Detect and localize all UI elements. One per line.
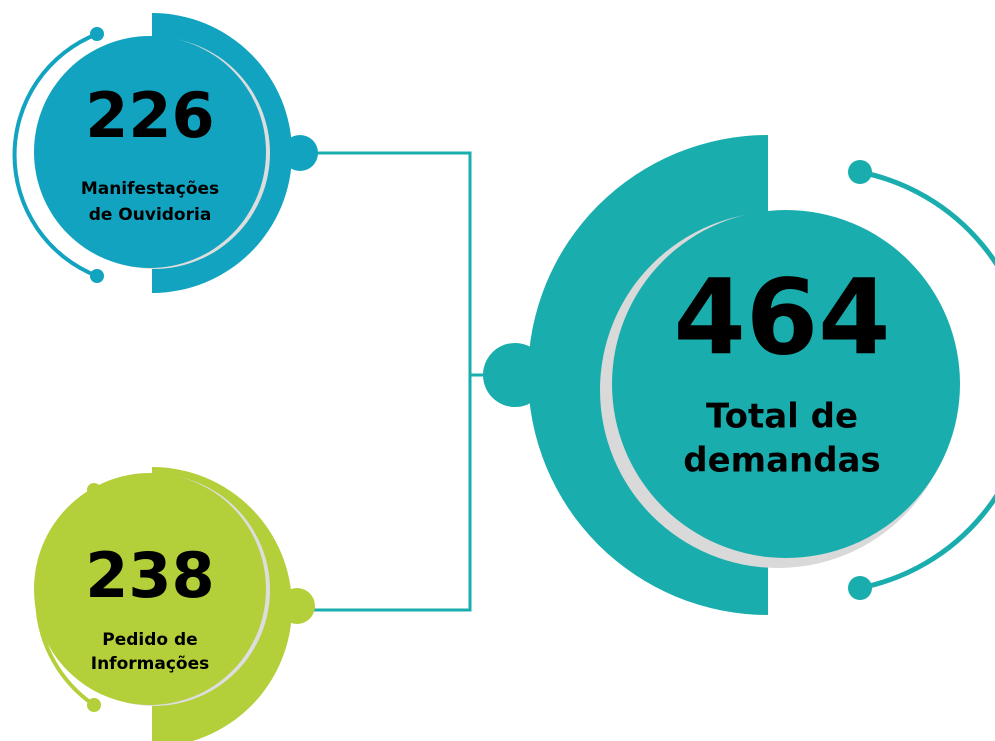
- node-label: Manifestações: [81, 179, 219, 199]
- dot: [90, 27, 104, 41]
- node-label: demandas: [683, 441, 881, 481]
- arc: [859, 169, 995, 591]
- node-circle: [34, 36, 266, 268]
- node-label: de Ouvidoria: [89, 205, 212, 225]
- node-label: Pedido de: [102, 630, 197, 650]
- dot: [87, 698, 101, 712]
- dot: [848, 160, 872, 184]
- node-value: 226: [85, 79, 214, 152]
- connector: [297, 151, 472, 612]
- node-label: Informações: [91, 654, 209, 674]
- knob: [282, 135, 318, 171]
- node-circle: [612, 210, 960, 558]
- node-value: 464: [673, 256, 890, 378]
- node-circle: [34, 473, 266, 705]
- node-label: Total de: [706, 397, 858, 437]
- knob: [279, 588, 315, 624]
- node-value: 238: [85, 539, 214, 612]
- arc: [12, 32, 98, 278]
- dot: [90, 269, 104, 283]
- dot: [848, 576, 872, 600]
- knob: [483, 343, 547, 407]
